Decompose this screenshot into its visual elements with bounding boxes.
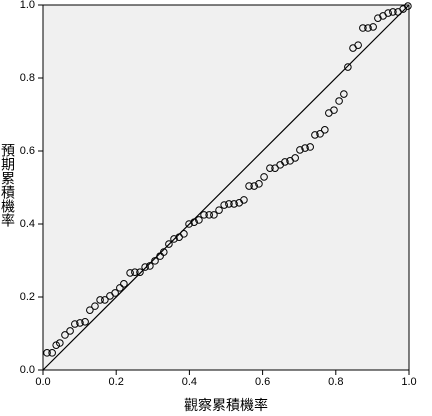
point — [190, 218, 198, 226]
point — [200, 211, 208, 219]
point — [185, 220, 193, 228]
point — [311, 131, 319, 139]
x-axis-label: 觀察累積機率 — [184, 397, 268, 414]
point — [48, 349, 56, 357]
y-axis-label: 預期累積機率 — [0, 143, 15, 227]
point — [43, 349, 51, 357]
point — [266, 164, 274, 172]
point — [296, 146, 304, 154]
y-tick-label: 0.2 — [20, 291, 35, 303]
point — [306, 143, 314, 151]
point — [340, 90, 348, 98]
point — [66, 327, 74, 335]
y-tick-label: 0.8 — [20, 72, 35, 84]
point — [225, 200, 233, 208]
point — [159, 248, 168, 256]
point — [195, 216, 203, 224]
point — [330, 106, 338, 114]
reference-line — [42, 4, 410, 371]
point — [71, 320, 79, 328]
point — [344, 63, 352, 71]
point — [101, 296, 109, 304]
point — [61, 331, 69, 339]
point — [335, 97, 343, 105]
point — [215, 206, 223, 214]
point — [131, 268, 139, 276]
x-tick-label: 0.4 — [182, 376, 197, 388]
point — [359, 24, 367, 32]
point — [116, 284, 124, 292]
point — [404, 2, 412, 10]
point — [389, 8, 397, 16]
point — [374, 14, 382, 22]
point — [260, 173, 268, 181]
point — [56, 339, 64, 347]
x-tick-label: 0.0 — [35, 376, 50, 388]
point — [230, 200, 238, 208]
x-tick-label: 0.2 — [109, 376, 124, 388]
point — [165, 240, 173, 248]
point — [301, 144, 309, 152]
point — [52, 341, 60, 349]
point — [136, 268, 144, 276]
point — [255, 180, 263, 188]
point — [316, 130, 324, 138]
point — [81, 318, 89, 326]
point — [369, 23, 377, 31]
point — [245, 182, 253, 190]
point — [91, 302, 99, 310]
point — [354, 41, 362, 49]
y-tick-label: 0.4 — [20, 218, 35, 230]
point — [220, 201, 228, 209]
point — [126, 269, 134, 277]
point — [205, 211, 213, 219]
point — [240, 196, 248, 204]
point — [321, 126, 329, 134]
point — [250, 182, 258, 190]
point — [291, 154, 299, 162]
point — [76, 319, 84, 327]
point — [146, 262, 154, 270]
point — [170, 235, 178, 243]
point — [281, 158, 289, 166]
y-tick-label: 0.6 — [20, 145, 35, 157]
point — [120, 280, 128, 288]
y-tick-label: 1.0 — [20, 0, 35, 11]
x-tick-label: 1.0 — [401, 376, 416, 388]
point — [384, 9, 392, 17]
point — [111, 289, 119, 297]
point — [141, 263, 149, 271]
x-tick-label: 0.8 — [328, 376, 343, 388]
point — [151, 257, 159, 265]
point — [96, 296, 104, 304]
point — [86, 306, 94, 314]
x-tick-label: 0.6 — [255, 376, 270, 388]
y-tick-label: 0.0 — [20, 364, 35, 376]
point — [180, 230, 188, 238]
point — [364, 24, 372, 32]
point — [210, 211, 218, 219]
